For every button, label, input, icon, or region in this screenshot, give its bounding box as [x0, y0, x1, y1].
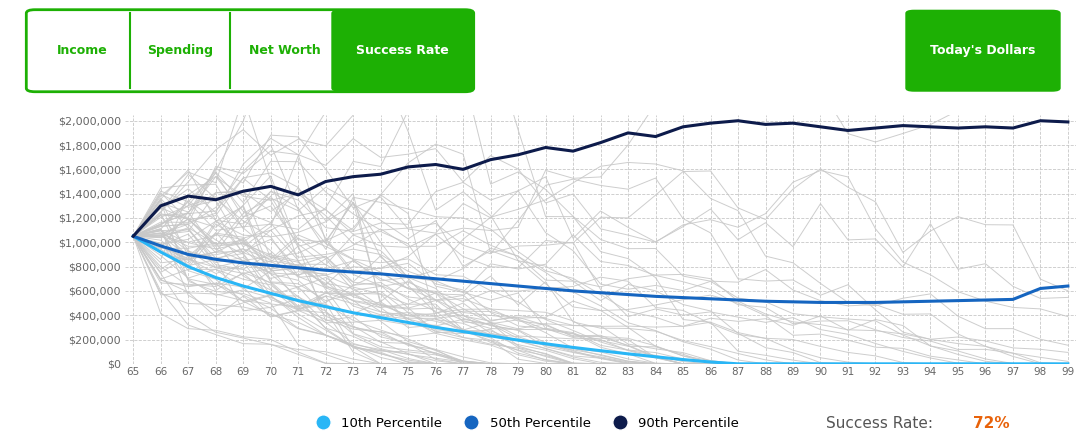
Text: Success Rate:: Success Rate: — [826, 416, 933, 431]
Text: 72%: 72% — [973, 416, 1010, 431]
Text: Spending: Spending — [147, 44, 213, 57]
Text: Today's Dollars: Today's Dollars — [930, 44, 1036, 57]
Text: Income: Income — [58, 44, 108, 57]
Text: Success Rate: Success Rate — [357, 44, 449, 57]
Text: Net Worth: Net Worth — [249, 44, 321, 57]
Legend: 10th Percentile, 50th Percentile, 90th Percentile: 10th Percentile, 50th Percentile, 90th P… — [304, 411, 745, 435]
